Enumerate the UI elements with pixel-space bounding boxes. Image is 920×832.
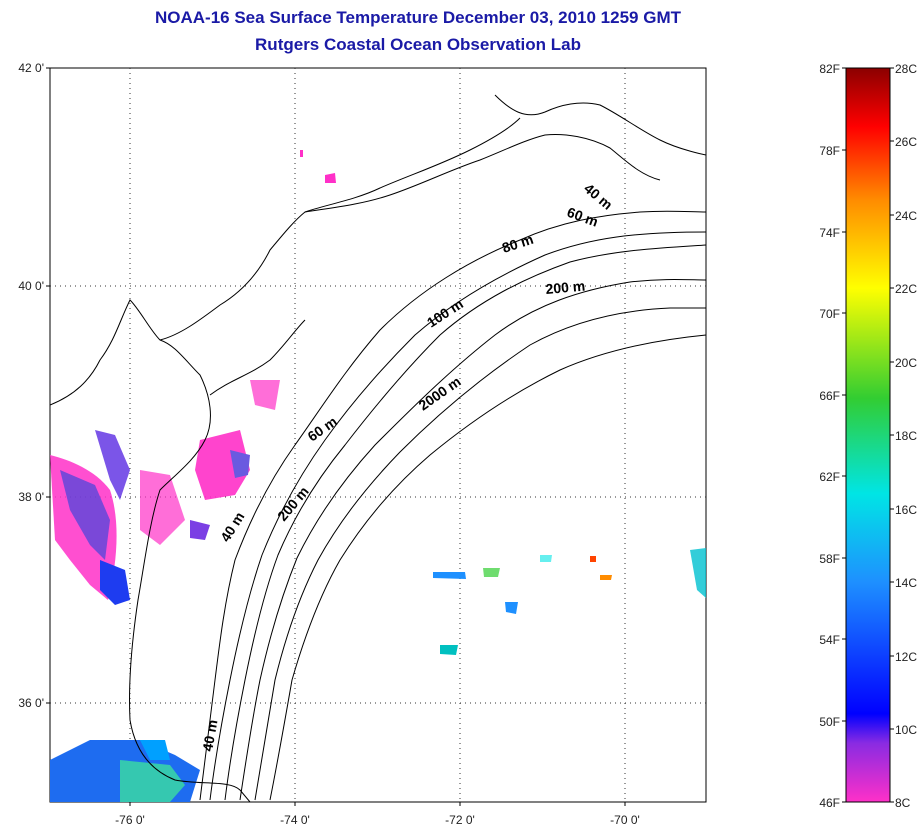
colorbar-c-label: 16C bbox=[895, 503, 917, 517]
lon-label: -72 0' bbox=[445, 813, 475, 827]
lon-label: -74 0' bbox=[280, 813, 310, 827]
isobaths bbox=[199, 210, 706, 801]
colorbar-f-label: 82F bbox=[819, 62, 840, 76]
lat-label: 36 0' bbox=[18, 696, 44, 710]
colorbar-f-label: 66F bbox=[819, 389, 840, 403]
colorbar-f-label: 58F bbox=[819, 552, 840, 566]
colorbar-f-label: 62F bbox=[819, 470, 840, 484]
colorbar bbox=[845, 67, 891, 803]
lat-label: 40 0' bbox=[18, 279, 44, 293]
colorbar-c-label: 8C bbox=[895, 796, 911, 810]
coastline-longisland bbox=[304, 117, 521, 213]
lat-label: 42 0' bbox=[18, 61, 44, 75]
colorbar-c-label: 14C bbox=[895, 576, 917, 590]
colorbar-f-label: 50F bbox=[819, 715, 840, 729]
contour-label: 200 m bbox=[545, 278, 586, 297]
colorbar-c-label: 12C bbox=[895, 650, 917, 664]
colorbar-c-label: 18C bbox=[895, 429, 917, 443]
colorbar-c-label: 20C bbox=[895, 356, 917, 370]
coastline-northeast bbox=[159, 134, 661, 341]
sst-patches bbox=[50, 150, 706, 802]
colorbar-f-label: 78F bbox=[819, 144, 840, 158]
colorbar-f-label: 54F bbox=[819, 633, 840, 647]
lon-label: -76 0' bbox=[115, 813, 145, 827]
colorbar-c-label: 10C bbox=[895, 723, 917, 737]
lat-label: 38 0' bbox=[18, 490, 44, 504]
colorbar-c-label: 26C bbox=[895, 135, 917, 149]
colorbar-f-label: 74F bbox=[819, 226, 840, 240]
colorbar-c-label: 24C bbox=[895, 209, 917, 223]
lon-label: -70 0' bbox=[610, 813, 640, 827]
coastline-chesapeake bbox=[50, 299, 251, 802]
colorbar-f-label: 46F bbox=[819, 796, 840, 810]
map-subtitle: Rutgers Coastal Ocean Observation Lab bbox=[255, 35, 581, 54]
map-title: NOAA-16 Sea Surface Temperature December… bbox=[155, 8, 681, 27]
contour-label: 40 m bbox=[199, 718, 220, 752]
colorbar-c-label: 22C bbox=[895, 282, 917, 296]
colorbar-c-label: 28C bbox=[895, 62, 917, 76]
coastline-capecod bbox=[494, 94, 706, 156]
map-frame bbox=[49, 67, 707, 803]
colorbar-f-label: 70F bbox=[819, 307, 840, 321]
